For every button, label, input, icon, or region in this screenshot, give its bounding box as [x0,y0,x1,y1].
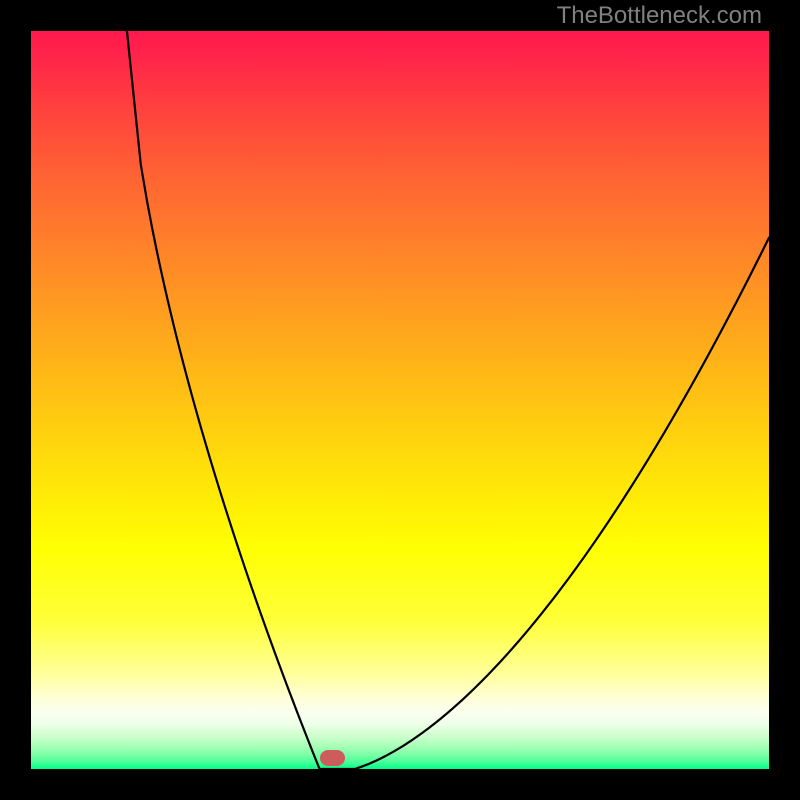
chart-frame: TheBottleneck.com [0,0,800,800]
watermark-label: TheBottleneck.com [557,2,762,30]
minimum-marker [320,750,345,766]
bottleneck-curve [31,31,769,769]
plot-area [31,31,769,769]
